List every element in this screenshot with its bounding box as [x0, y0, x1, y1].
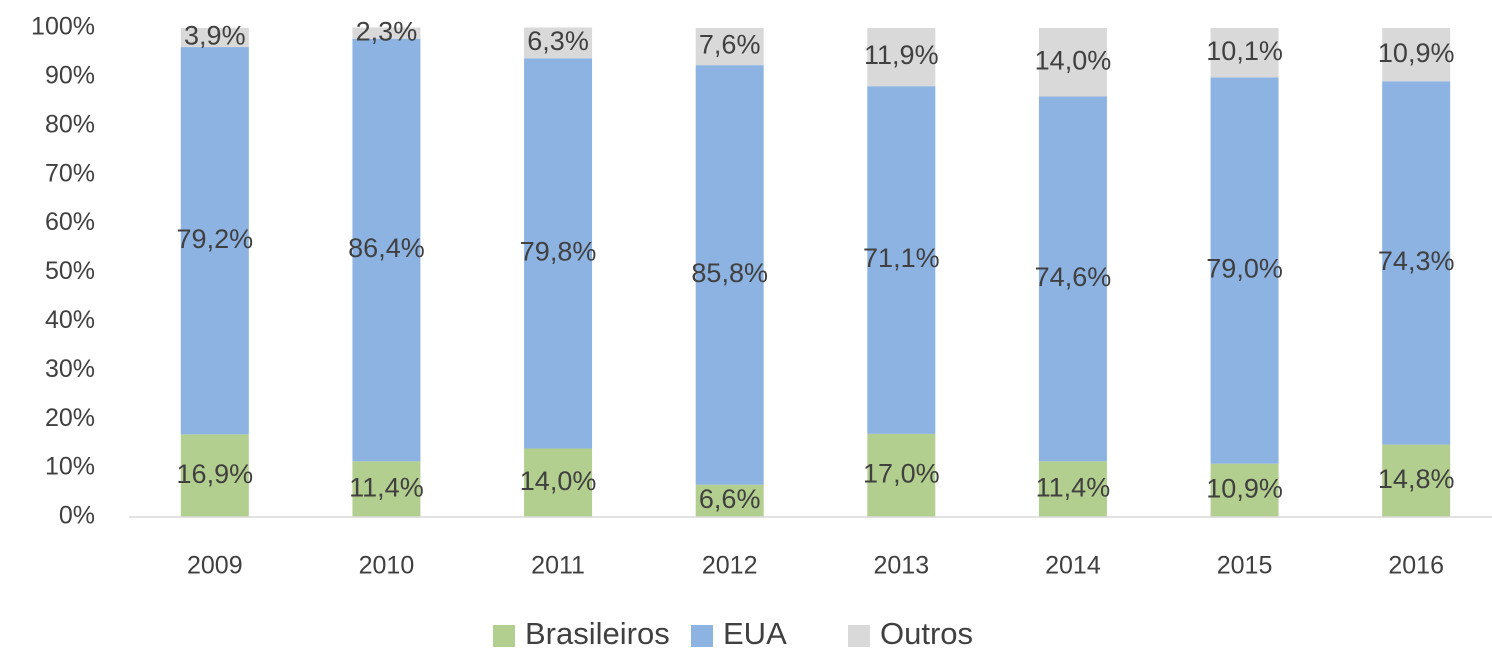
legend-label: EUA: [723, 616, 787, 651]
data-label: 74,3%: [1378, 246, 1455, 276]
bar-segment: [180, 47, 249, 435]
y-tick-label: 60%: [45, 208, 95, 236]
bar-segment: [1210, 28, 1279, 78]
y-tick-label: 100%: [31, 13, 95, 41]
data-label: 79,8%: [520, 237, 597, 267]
data-label: 85,8%: [691, 258, 768, 288]
x-tick-label: 2016: [1388, 552, 1444, 580]
data-label: 7,6%: [699, 30, 761, 60]
x-tick-label: 2010: [359, 552, 415, 580]
bar-segment: [695, 28, 764, 66]
data-label: 3,9%: [184, 21, 246, 51]
legend-label: Brasileiros: [525, 616, 670, 651]
bar-segment: [1210, 463, 1279, 517]
data-label: 16,9%: [177, 459, 254, 489]
bar-segment: [1382, 81, 1451, 445]
data-label: 74,6%: [1035, 262, 1112, 292]
x-tick-label: 2013: [874, 552, 930, 580]
data-label: 14,0%: [520, 466, 597, 496]
data-label: 10,1%: [1206, 36, 1283, 66]
bar-segment: [524, 58, 593, 449]
legend-swatch: [848, 625, 870, 647]
legend-swatch: [691, 625, 713, 647]
bar-segment: [1038, 96, 1107, 462]
x-tick-label: 2011: [531, 552, 585, 580]
data-label: 10,9%: [1206, 473, 1283, 503]
y-tick-label: 30%: [45, 355, 95, 383]
y-tick-label: 10%: [45, 453, 95, 481]
y-tick-label: 90%: [45, 62, 95, 90]
bar-segment: [352, 461, 421, 517]
bar-segment: [695, 65, 764, 485]
x-tick-label: 2009: [187, 552, 243, 580]
data-label: 79,0%: [1206, 254, 1283, 284]
y-tick-label: 50%: [45, 257, 95, 285]
bar-segment: [1038, 28, 1107, 97]
x-tick-label: 2015: [1217, 552, 1273, 580]
bar-segment: [867, 433, 936, 517]
bar-segment: [695, 484, 764, 517]
y-tick-label: 20%: [45, 404, 95, 432]
data-label: 14,8%: [1378, 464, 1455, 494]
data-label: 11,4%: [349, 472, 424, 502]
bar-segment: [1210, 77, 1279, 464]
bar-segment: [1038, 461, 1107, 517]
bar-segment: [1382, 28, 1451, 82]
data-label: 11,4%: [1036, 472, 1111, 502]
bar-segment: [867, 28, 936, 87]
x-tick-label: 2012: [702, 552, 758, 580]
bar-segment: [352, 27, 421, 39]
data-label: 79,2%: [177, 224, 254, 254]
data-label: 10,9%: [1378, 38, 1455, 68]
legend-swatch: [493, 625, 515, 647]
y-tick-label: 0%: [59, 502, 95, 530]
data-label: 2,3%: [356, 16, 418, 46]
bar-segment: [352, 38, 421, 462]
data-label: 17,0%: [863, 459, 940, 489]
bar-segment: [180, 434, 249, 517]
data-label: 71,1%: [863, 243, 940, 273]
data-label: 6,6%: [699, 484, 761, 514]
bar-segment: [1382, 444, 1451, 517]
x-tick-label: 2014: [1045, 552, 1101, 580]
y-tick-label: 40%: [45, 306, 95, 334]
y-tick-label: 80%: [45, 110, 95, 138]
bar-segment: [524, 27, 593, 59]
data-label: 86,4%: [348, 233, 425, 263]
bar-segment: [524, 448, 593, 517]
y-tick-label: 70%: [45, 159, 95, 187]
legend-label: Outros: [880, 616, 973, 651]
bar-segment: [180, 28, 249, 48]
bar-segment: [867, 86, 936, 434]
data-label: 6,3%: [527, 26, 589, 56]
data-label: 11,9%: [864, 40, 939, 70]
data-label: 14,0%: [1035, 45, 1112, 75]
